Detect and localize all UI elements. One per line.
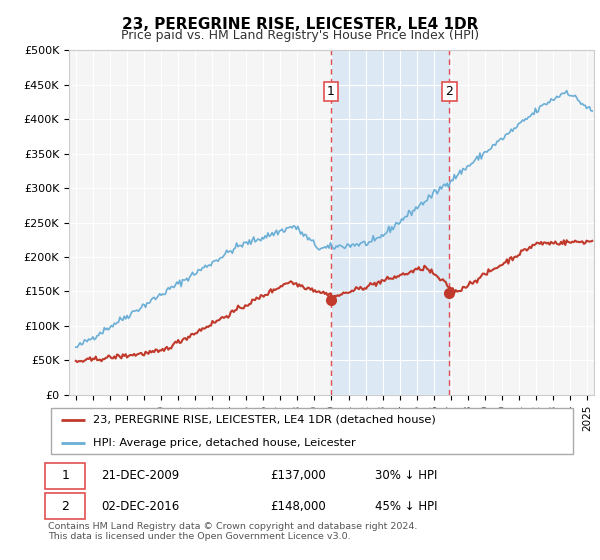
- Text: Contains HM Land Registry data © Crown copyright and database right 2024.
This d: Contains HM Land Registry data © Crown c…: [48, 522, 418, 542]
- Text: £137,000: £137,000: [270, 469, 326, 482]
- Text: Price paid vs. HM Land Registry's House Price Index (HPI): Price paid vs. HM Land Registry's House …: [121, 29, 479, 42]
- Text: 1: 1: [61, 469, 69, 482]
- Text: 23, PEREGRINE RISE, LEICESTER, LE4 1DR: 23, PEREGRINE RISE, LEICESTER, LE4 1DR: [122, 17, 478, 32]
- Text: 45% ↓ HPI: 45% ↓ HPI: [376, 500, 438, 513]
- Text: 2: 2: [61, 500, 69, 513]
- FancyBboxPatch shape: [50, 408, 574, 454]
- Text: 02-DEC-2016: 02-DEC-2016: [101, 500, 179, 513]
- Bar: [331, 50, 449, 395]
- Text: 23, PEREGRINE RISE, LEICESTER, LE4 1DR (detached house): 23, PEREGRINE RISE, LEICESTER, LE4 1DR (…: [93, 414, 436, 424]
- FancyBboxPatch shape: [46, 463, 85, 488]
- Text: 21-DEC-2009: 21-DEC-2009: [101, 469, 179, 482]
- Text: 2: 2: [446, 85, 454, 98]
- Text: 30% ↓ HPI: 30% ↓ HPI: [376, 469, 438, 482]
- Text: 1: 1: [327, 85, 335, 98]
- Text: HPI: Average price, detached house, Leicester: HPI: Average price, detached house, Leic…: [93, 438, 356, 448]
- FancyBboxPatch shape: [46, 493, 85, 519]
- Text: £148,000: £148,000: [270, 500, 326, 513]
